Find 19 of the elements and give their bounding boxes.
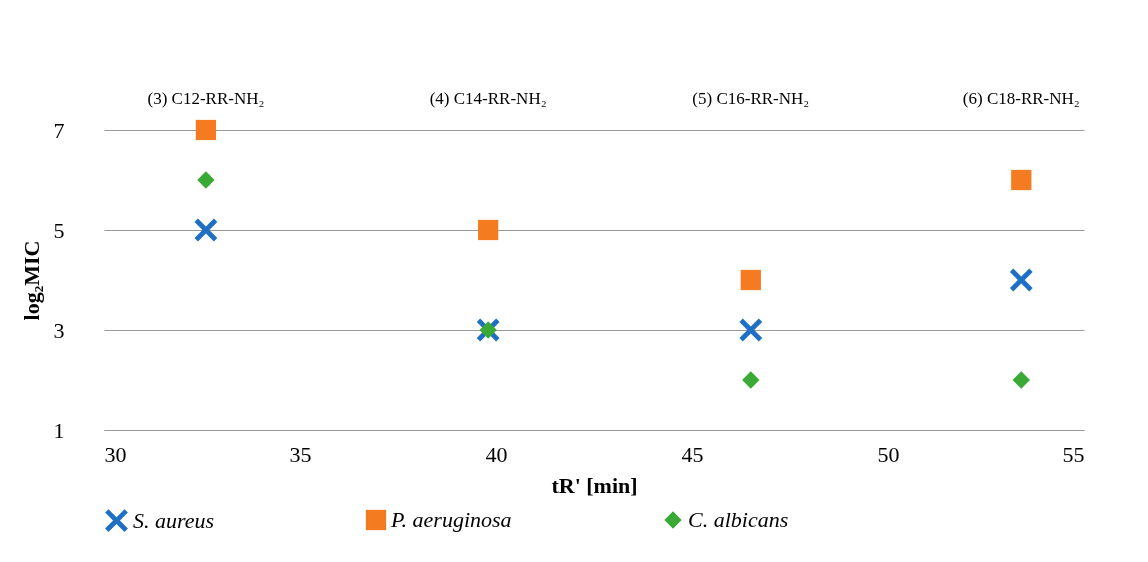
y-tick-label: 3 <box>53 317 65 343</box>
legend-label: C. albicans <box>688 507 789 532</box>
y-tick-label: 1 <box>53 417 65 443</box>
y-axis-title: log₂MIC <box>18 240 44 321</box>
x-tick-label: 40 <box>485 441 508 467</box>
x-tick-label: 30 <box>104 441 127 467</box>
y-tick-label: 7 <box>53 117 65 143</box>
x-tick-label: 50 <box>877 441 900 467</box>
legend-label: P. aeruginosa <box>390 507 512 532</box>
text: (3) C12-RR-NH₂ <box>147 89 265 108</box>
text: (4) C14-RR-NH₂ <box>429 89 547 108</box>
y-tick-label: 5 <box>53 217 65 243</box>
text: (5) C16-RR-NH₂ <box>692 89 810 108</box>
x-tick-label: 45 <box>681 441 704 467</box>
legend-label: S. aureus <box>133 507 215 533</box>
x-tick-label: 55 <box>1062 441 1085 467</box>
x-tick-label: 35 <box>289 441 312 467</box>
text: (6) C18-RR-NH₂ <box>962 89 1080 108</box>
x-axis-title: tR' [min] <box>551 472 638 498</box>
